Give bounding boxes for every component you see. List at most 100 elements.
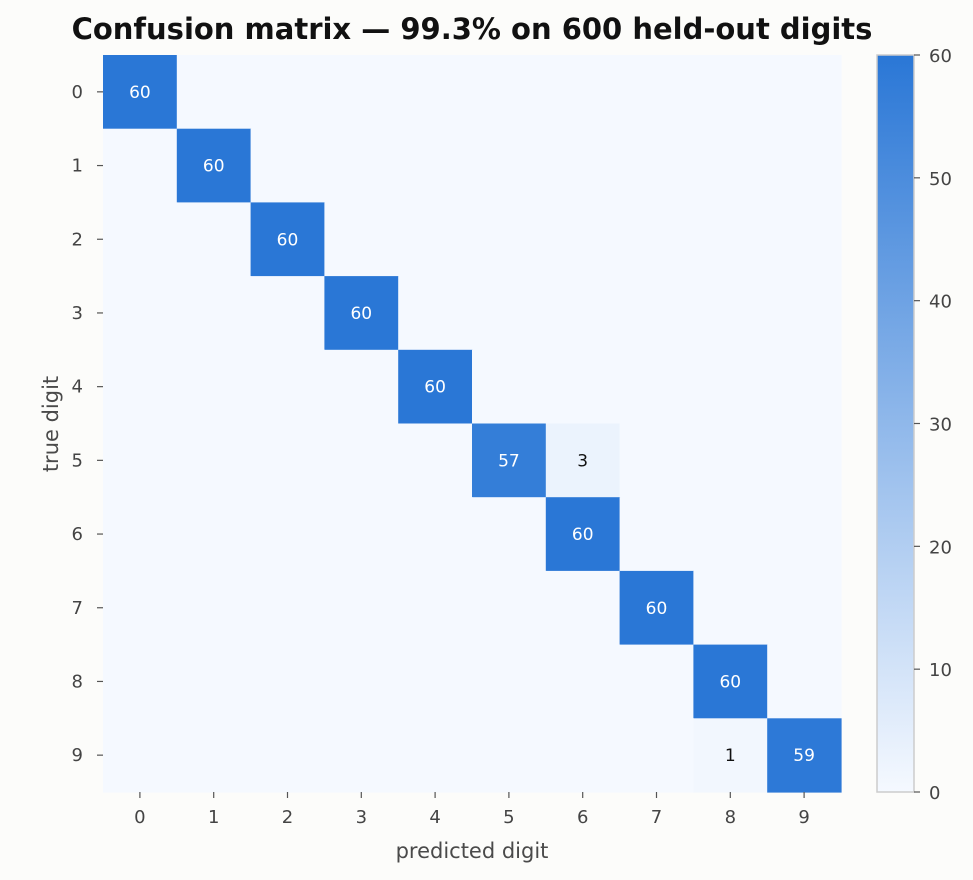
heatmap-cell-1-9	[767, 128, 842, 203]
colorbar-tick-label-3: 30	[929, 415, 952, 436]
y-tick-label-5: 5	[72, 450, 83, 471]
heatmap-cell-5-2	[250, 423, 325, 498]
heatmap-cell-7-3	[324, 570, 399, 646]
heatmap-cell-1-2	[250, 128, 325, 203]
heatmap-cell-7-9	[767, 570, 842, 646]
heatmap-cell-2-6	[545, 202, 621, 277]
heatmap-cell-5-1	[176, 423, 252, 498]
heatmap-cell-6-5	[472, 497, 547, 572]
heatmap-cell-6-4	[398, 497, 473, 572]
heatmap-cell-0-0	[103, 55, 178, 130]
cell-value-label-9-9: 59	[793, 746, 815, 766]
colorbar-tick-label-0: 0	[929, 783, 940, 804]
heatmap-cell-5-3	[324, 423, 399, 498]
x-tick-label-7: 7	[651, 807, 662, 828]
heatmap-cell-4-7	[619, 349, 694, 425]
colorbar: 0 10 20 30 40 50 60	[876, 46, 952, 804]
heatmap-cell-5-0	[103, 423, 178, 498]
x-tick-label-2: 2	[282, 807, 293, 828]
heatmap-cell-4-0	[103, 349, 178, 425]
y-axis: 0 1 2 3 4 5 6 7 8 9	[72, 82, 103, 766]
heatmap-cell-0-2	[250, 55, 325, 130]
heatmap-cell-8-2	[250, 644, 325, 719]
heatmap-cell-2-7	[619, 202, 694, 277]
heatmap-cell-5-7	[619, 423, 694, 498]
y-tick-label-0: 0	[72, 82, 83, 103]
heatmap-cell-9-4	[398, 718, 473, 793]
x-axis: 0 1 2 3 4 5 6 7 8 9	[134, 792, 810, 828]
y-tick-label-6: 6	[72, 524, 83, 545]
heatmap-cell-9-8	[693, 718, 768, 793]
cell-value-label-0-0: 60	[129, 83, 151, 103]
cell-value-label-2-2: 60	[277, 230, 299, 250]
heatmap-cell-3-9	[767, 276, 842, 351]
heatmap-cell-6-8	[693, 497, 768, 572]
heatmap-cell-6-7	[619, 497, 694, 572]
heatmap-cell-6-1	[176, 497, 252, 572]
heatmap-cell-8-3	[324, 644, 399, 719]
colorbar-tick-label-1: 10	[929, 660, 952, 681]
y-tick-label-2: 2	[72, 229, 83, 250]
y-axis-label: true digit	[39, 376, 63, 472]
heatmap-cell-6-2	[250, 497, 325, 572]
heatmap-cell-8-1	[176, 644, 252, 719]
x-tick-label-0: 0	[134, 807, 145, 828]
chart-title: Confusion matrix — 99.3% on 600 held-out…	[72, 12, 873, 46]
heatmap-cell-2-1	[176, 202, 252, 277]
heatmap-cell-4-2	[250, 349, 325, 425]
heatmap-cell-6-6	[545, 497, 621, 572]
cell-value-label-6-6: 60	[572, 525, 594, 545]
heatmap-cell-9-9	[767, 718, 842, 793]
heatmap-cell-2-0	[103, 202, 178, 277]
heatmap-cell-1-4	[398, 128, 473, 203]
heatmap-cell-1-0	[103, 128, 178, 203]
heatmap-cell-labels: 60 60 60 60 60 57 3 60 60 60 1 59	[129, 83, 815, 766]
heatmap-cell-4-8	[693, 349, 768, 425]
x-tick-label-5: 5	[503, 807, 514, 828]
x-axis-label: predicted digit	[396, 839, 549, 863]
heatmap-cell-9-0	[103, 718, 178, 793]
heatmap-cell-4-1	[176, 349, 252, 425]
heatmap-cell-8-8	[693, 644, 768, 719]
heatmap-cell-1-5	[472, 128, 547, 203]
heatmap-cell-8-6	[545, 644, 621, 719]
heatmap-cell-5-5	[472, 423, 547, 498]
heatmap-cell-1-8	[693, 128, 768, 203]
y-tick-label-9: 9	[72, 745, 83, 766]
heatmap-cell-9-7	[619, 718, 694, 793]
heatmap-cell-4-4	[398, 349, 473, 425]
x-tick-label-3: 3	[356, 807, 367, 828]
heatmap-cell-3-8	[693, 276, 768, 351]
heatmap-cell-7-8	[693, 570, 768, 646]
colorbar-tick-label-6: 60	[929, 46, 952, 67]
cell-value-label-8-8: 60	[719, 672, 741, 692]
heatmap-cell-9-2	[250, 718, 325, 793]
heatmap-cell-8-9	[767, 644, 842, 719]
heatmap-cell-2-8	[693, 202, 768, 277]
heatmap-cell-0-7	[619, 55, 694, 130]
x-tick-label-8: 8	[725, 807, 736, 828]
heatmap-cell-4-9	[767, 349, 842, 425]
heatmap-cell-9-6	[545, 718, 621, 793]
cell-value-label-3-3: 60	[350, 304, 372, 324]
heatmap-cell-1-7	[619, 128, 694, 203]
heatmap-cell-8-0	[103, 644, 178, 719]
cell-value-label-9-8: 1	[725, 746, 736, 766]
heatmap-cell-2-3	[324, 202, 399, 277]
heatmap-cell-6-9	[767, 497, 842, 572]
heatmap-cell-3-4	[398, 276, 473, 351]
x-tick-label-4: 4	[429, 807, 440, 828]
heatmap-cell-8-5	[472, 644, 547, 719]
colorbar-tick-label-2: 20	[929, 537, 952, 558]
heatmap-cell-7-5	[472, 570, 547, 646]
heatmap-cell-7-6	[545, 570, 621, 646]
heatmap-cell-8-4	[398, 644, 473, 719]
heatmap-cell-1-6	[545, 128, 621, 203]
heatmap-cell-4-5	[472, 349, 547, 425]
heatmap-cell-5-9	[767, 423, 842, 498]
x-tick-label-9: 9	[798, 807, 809, 828]
heatmap-cell-7-0	[103, 570, 178, 646]
heatmap-cell-1-1	[176, 128, 252, 203]
heatmap-cell-0-4	[398, 55, 473, 130]
